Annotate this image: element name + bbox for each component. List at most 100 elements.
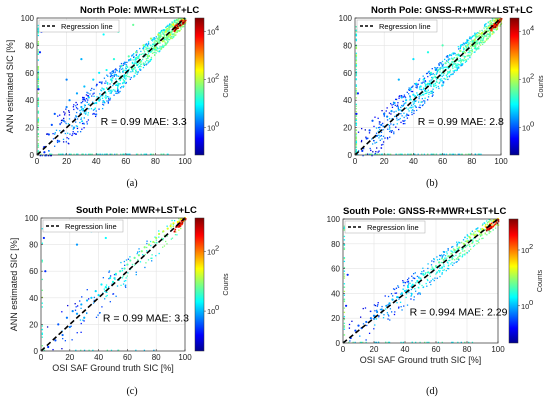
scatter-point <box>455 261 457 263</box>
scatter-point <box>483 31 486 33</box>
scatter-point <box>165 26 167 29</box>
scatter-point <box>125 67 127 69</box>
scatter-point <box>146 240 148 242</box>
scatter-point <box>490 23 492 25</box>
scatter-point <box>116 153 118 155</box>
data-point <box>65 105 68 109</box>
scatter-point <box>474 33 476 35</box>
scatter-point <box>440 80 442 82</box>
scatter-point <box>181 26 184 28</box>
scatter-point <box>37 144 40 146</box>
legend-box <box>38 19 120 33</box>
scatter-point <box>125 64 128 66</box>
scatter-point <box>443 254 445 256</box>
scatter-point <box>178 225 181 228</box>
scatter-point <box>68 110 70 112</box>
scatter-point <box>105 295 107 298</box>
scatter-point <box>149 59 152 61</box>
scatter-point <box>171 31 174 33</box>
scatter-point <box>117 85 119 88</box>
scatter-point <box>355 55 358 57</box>
scatter-point <box>389 136 391 138</box>
scatter-point <box>151 39 153 41</box>
scatter-point <box>426 278 429 281</box>
scatter-point <box>410 285 412 288</box>
scatter-point <box>155 36 157 38</box>
scatter-point <box>480 39 482 41</box>
scatter-point <box>164 42 166 45</box>
scatter-point <box>37 82 40 84</box>
scatter-point <box>456 243 458 246</box>
data-point <box>102 88 105 91</box>
scatter-point <box>443 264 445 266</box>
data-point <box>112 58 116 61</box>
scatter-point <box>125 279 127 282</box>
scatter-point <box>137 71 139 73</box>
scatter-point <box>109 72 111 74</box>
scatter-point <box>154 40 157 42</box>
scatter-point <box>441 258 443 260</box>
scatter-point <box>424 89 426 91</box>
scatter-point <box>156 47 158 49</box>
scatter-point <box>456 53 458 56</box>
scatter-point <box>151 52 154 54</box>
scatter-point <box>467 43 470 45</box>
scatter-point <box>442 64 444 66</box>
scatter-point <box>108 99 110 102</box>
scatter-point <box>157 35 160 37</box>
scatter-point <box>101 97 104 100</box>
data-point <box>47 133 50 136</box>
scatter-point <box>388 341 390 344</box>
scatter-point <box>355 84 358 86</box>
scatter-point <box>95 110 97 112</box>
scatter-point <box>355 149 358 151</box>
y-tick-label: 60 <box>25 69 34 78</box>
scatter-point <box>37 120 40 122</box>
scatter-point <box>355 146 358 148</box>
scatter-point <box>371 143 374 145</box>
scatter-point <box>140 50 142 53</box>
scatter-point <box>488 29 490 31</box>
scatter-point <box>402 341 404 344</box>
data-point <box>123 267 126 270</box>
scatter-point <box>343 266 346 269</box>
scatter-point <box>133 53 135 55</box>
scatter-point <box>412 106 414 108</box>
scatter-point <box>460 64 462 66</box>
scatter-point <box>168 28 171 30</box>
scatter-point <box>469 232 472 234</box>
scatter-point <box>418 277 420 279</box>
scatter-point <box>440 153 443 155</box>
colorbar-tick-exponent: 2 <box>529 242 533 251</box>
scatter-point <box>433 279 435 282</box>
scatter-point <box>37 44 40 46</box>
scatter-point <box>390 131 393 133</box>
scatter-point <box>477 47 479 49</box>
y-tick-label: 60 <box>331 265 340 274</box>
scatter-point <box>102 100 104 102</box>
scatter-point <box>129 78 131 80</box>
scatter-point <box>62 141 65 143</box>
scatter-point <box>434 69 437 71</box>
scatter-point <box>107 101 109 103</box>
scatter-point <box>447 60 449 63</box>
scatter-point <box>114 153 116 155</box>
scatter-point <box>147 53 150 55</box>
scatter-point <box>91 95 93 97</box>
regression-line <box>36 17 186 156</box>
scatter-point <box>456 59 459 61</box>
scatter-point <box>106 100 108 102</box>
scatter-point <box>178 229 180 231</box>
scatter-point <box>128 153 130 155</box>
scatter-point <box>133 56 135 58</box>
scatter-point <box>447 67 450 70</box>
data-point <box>391 298 394 301</box>
scatter-point <box>179 221 181 224</box>
scatter-point <box>95 316 98 319</box>
scatter-point <box>126 69 128 72</box>
scatter-point <box>475 228 477 230</box>
colorbar-tick-label: 10 <box>522 28 530 37</box>
scatter-point <box>493 31 495 33</box>
scatter-point <box>136 57 139 60</box>
scatter-point <box>451 341 453 344</box>
